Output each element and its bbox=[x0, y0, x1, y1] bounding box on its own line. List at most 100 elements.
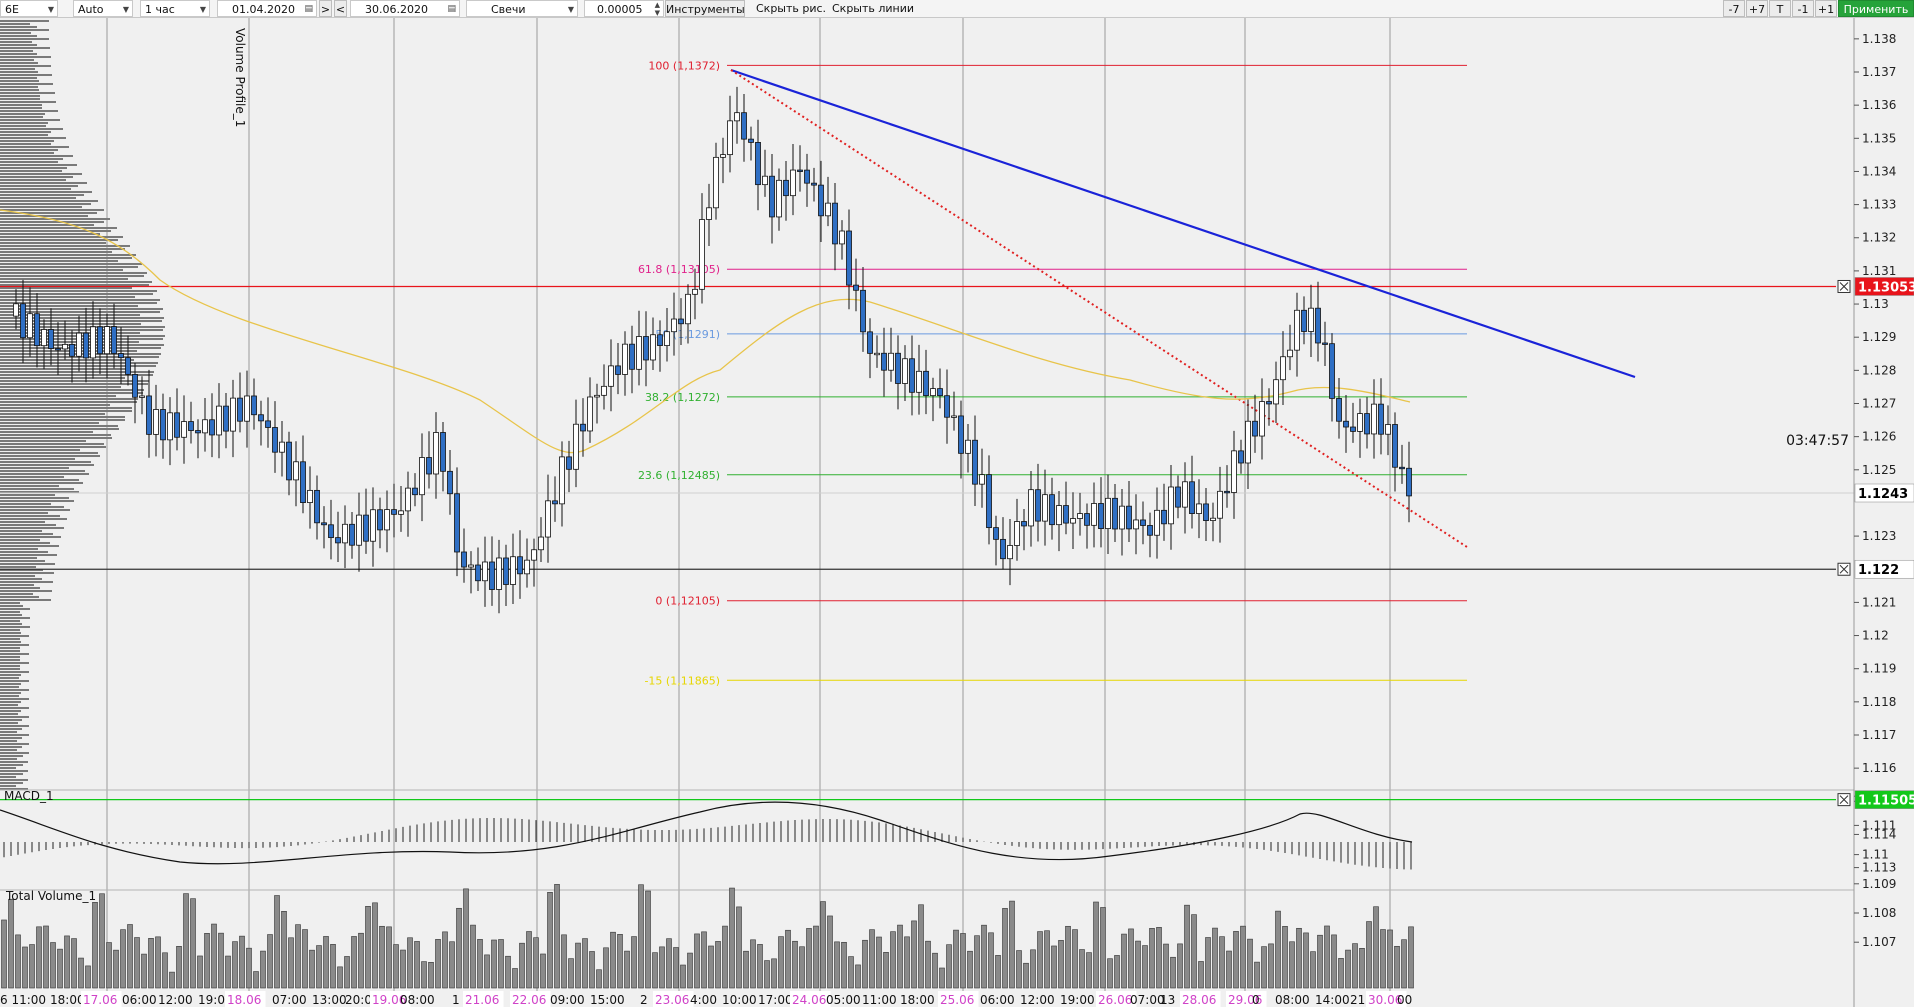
candle-body bbox=[601, 385, 607, 396]
apply-button[interactable]: Применить bbox=[1838, 0, 1914, 17]
profile-bar bbox=[0, 329, 163, 331]
profile-bar bbox=[0, 644, 29, 646]
volume-bar bbox=[813, 925, 819, 989]
volume-bar bbox=[246, 947, 252, 989]
instruments-button[interactable]: Инструменты bbox=[665, 0, 745, 17]
volume-bar bbox=[281, 911, 287, 989]
candle-body bbox=[20, 303, 26, 339]
profile-bar bbox=[0, 677, 19, 679]
zoom-in-7-button[interactable]: +7 bbox=[1746, 0, 1768, 17]
volume-bar bbox=[1226, 950, 1232, 989]
profile-bar bbox=[0, 638, 20, 640]
candle-body bbox=[1287, 349, 1293, 358]
profile-bar bbox=[0, 407, 132, 409]
profile-bar bbox=[0, 779, 28, 781]
candle-body bbox=[776, 179, 782, 218]
profile-bar bbox=[0, 419, 125, 421]
date-marker bbox=[370, 991, 411, 1007]
profile-bar bbox=[0, 527, 64, 529]
minus-1-button[interactable]: -1 bbox=[1792, 0, 1814, 17]
trend-lines[interactable] bbox=[730, 68, 1636, 548]
candle-body bbox=[1357, 413, 1363, 432]
hide-drawings-button[interactable]: Скрыть рис. bbox=[756, 2, 826, 15]
volume-bar bbox=[148, 938, 154, 989]
candle-body bbox=[587, 396, 593, 432]
profile-bar bbox=[0, 65, 51, 67]
volume-bar bbox=[911, 920, 917, 989]
chart-type-value: Свечи bbox=[491, 3, 526, 16]
volume-bar bbox=[687, 952, 693, 989]
profile-bar bbox=[0, 383, 148, 385]
volume-bar bbox=[603, 947, 609, 989]
profile-bar bbox=[0, 767, 16, 769]
profile-bar bbox=[0, 278, 128, 280]
volume-bar bbox=[330, 944, 336, 989]
date-to-field[interactable]: 30.06.2020 ▤ bbox=[350, 0, 460, 17]
volume-bar bbox=[526, 931, 532, 989]
volume-bar bbox=[1289, 941, 1295, 989]
date-from-field[interactable]: 01.04.2020 ▤ bbox=[217, 0, 317, 17]
plus-1-button[interactable]: +1 bbox=[1815, 0, 1837, 17]
chart-type-select[interactable]: Свечи ▼ bbox=[466, 0, 578, 17]
price-tick-label: 1.131 bbox=[1862, 264, 1896, 278]
profile-bar bbox=[0, 368, 130, 370]
price-chart[interactable]: 100 (1,1372)61.8 (1,13105)50 (1,1291)38.… bbox=[0, 18, 1914, 1007]
time-tick-label: 21 bbox=[1350, 993, 1365, 1007]
profile-bar bbox=[0, 389, 144, 391]
profile-bar bbox=[0, 761, 28, 763]
volume-bar bbox=[1408, 926, 1414, 989]
date-marker bbox=[225, 991, 266, 1007]
profile-bar bbox=[0, 401, 137, 403]
price-tag bbox=[1854, 559, 1914, 579]
zoom-out-7-button[interactable]: -7 bbox=[1723, 0, 1745, 17]
time-tick-label: 05:00 bbox=[826, 993, 861, 1007]
volume-bar bbox=[841, 941, 847, 989]
candle-body bbox=[580, 423, 586, 432]
symbol-select[interactable]: 6E ▼ bbox=[0, 0, 58, 17]
back-button[interactable]: < bbox=[334, 0, 347, 17]
volume-bar bbox=[435, 939, 441, 989]
price-tick-label: 1.132 bbox=[1862, 231, 1896, 245]
volume-bar bbox=[1282, 926, 1288, 989]
volume-bar bbox=[547, 892, 553, 989]
volume-bar bbox=[638, 884, 644, 989]
profile-bar bbox=[0, 131, 51, 133]
mode-select[interactable]: Auto ▼ bbox=[73, 0, 133, 17]
profile-bar bbox=[0, 77, 37, 79]
volume-bar bbox=[456, 907, 462, 989]
profile-bar bbox=[0, 263, 142, 265]
profile-bar bbox=[0, 251, 112, 253]
price-tick-label: 1.13 bbox=[1862, 297, 1889, 311]
candle-body bbox=[916, 370, 922, 393]
candle-body bbox=[125, 357, 131, 375]
t-button[interactable]: T bbox=[1769, 0, 1791, 17]
volume-bar bbox=[848, 956, 854, 989]
timeframe-select[interactable]: 1 час ▼ bbox=[140, 0, 210, 17]
profile-bar bbox=[0, 20, 49, 22]
candle-body bbox=[48, 329, 54, 349]
calendar-icon[interactable]: ▤ bbox=[447, 4, 456, 14]
volume-bar bbox=[358, 932, 364, 989]
fib-label: 100 (1,1372) bbox=[648, 59, 720, 72]
volume-bar bbox=[1345, 949, 1351, 989]
profile-bar bbox=[0, 452, 98, 454]
candle-body bbox=[1350, 426, 1356, 432]
volume-bar bbox=[1275, 910, 1281, 989]
candle-body bbox=[76, 332, 82, 357]
profile-bar bbox=[0, 245, 130, 247]
candle-body bbox=[909, 358, 915, 393]
hide-lines-button[interactable]: Скрыть линии bbox=[832, 2, 915, 15]
profile-bar bbox=[0, 650, 20, 652]
time-tick-label: 23.06 bbox=[655, 993, 689, 1007]
profile-bar bbox=[0, 170, 62, 172]
profile-bar bbox=[0, 197, 76, 199]
step-stepper[interactable]: 0.00005 ▲ ▼ bbox=[584, 0, 664, 17]
profile-bar bbox=[0, 695, 19, 697]
stepper-arrows-icon[interactable]: ▲ ▼ bbox=[654, 1, 660, 17]
profile-bar bbox=[0, 713, 18, 715]
time-tick-label: 1 bbox=[452, 993, 460, 1007]
profile-bar bbox=[0, 473, 89, 475]
calendar-icon[interactable]: ▤ bbox=[304, 4, 313, 14]
candle-body bbox=[657, 334, 663, 346]
forward-button[interactable]: > bbox=[319, 0, 332, 17]
